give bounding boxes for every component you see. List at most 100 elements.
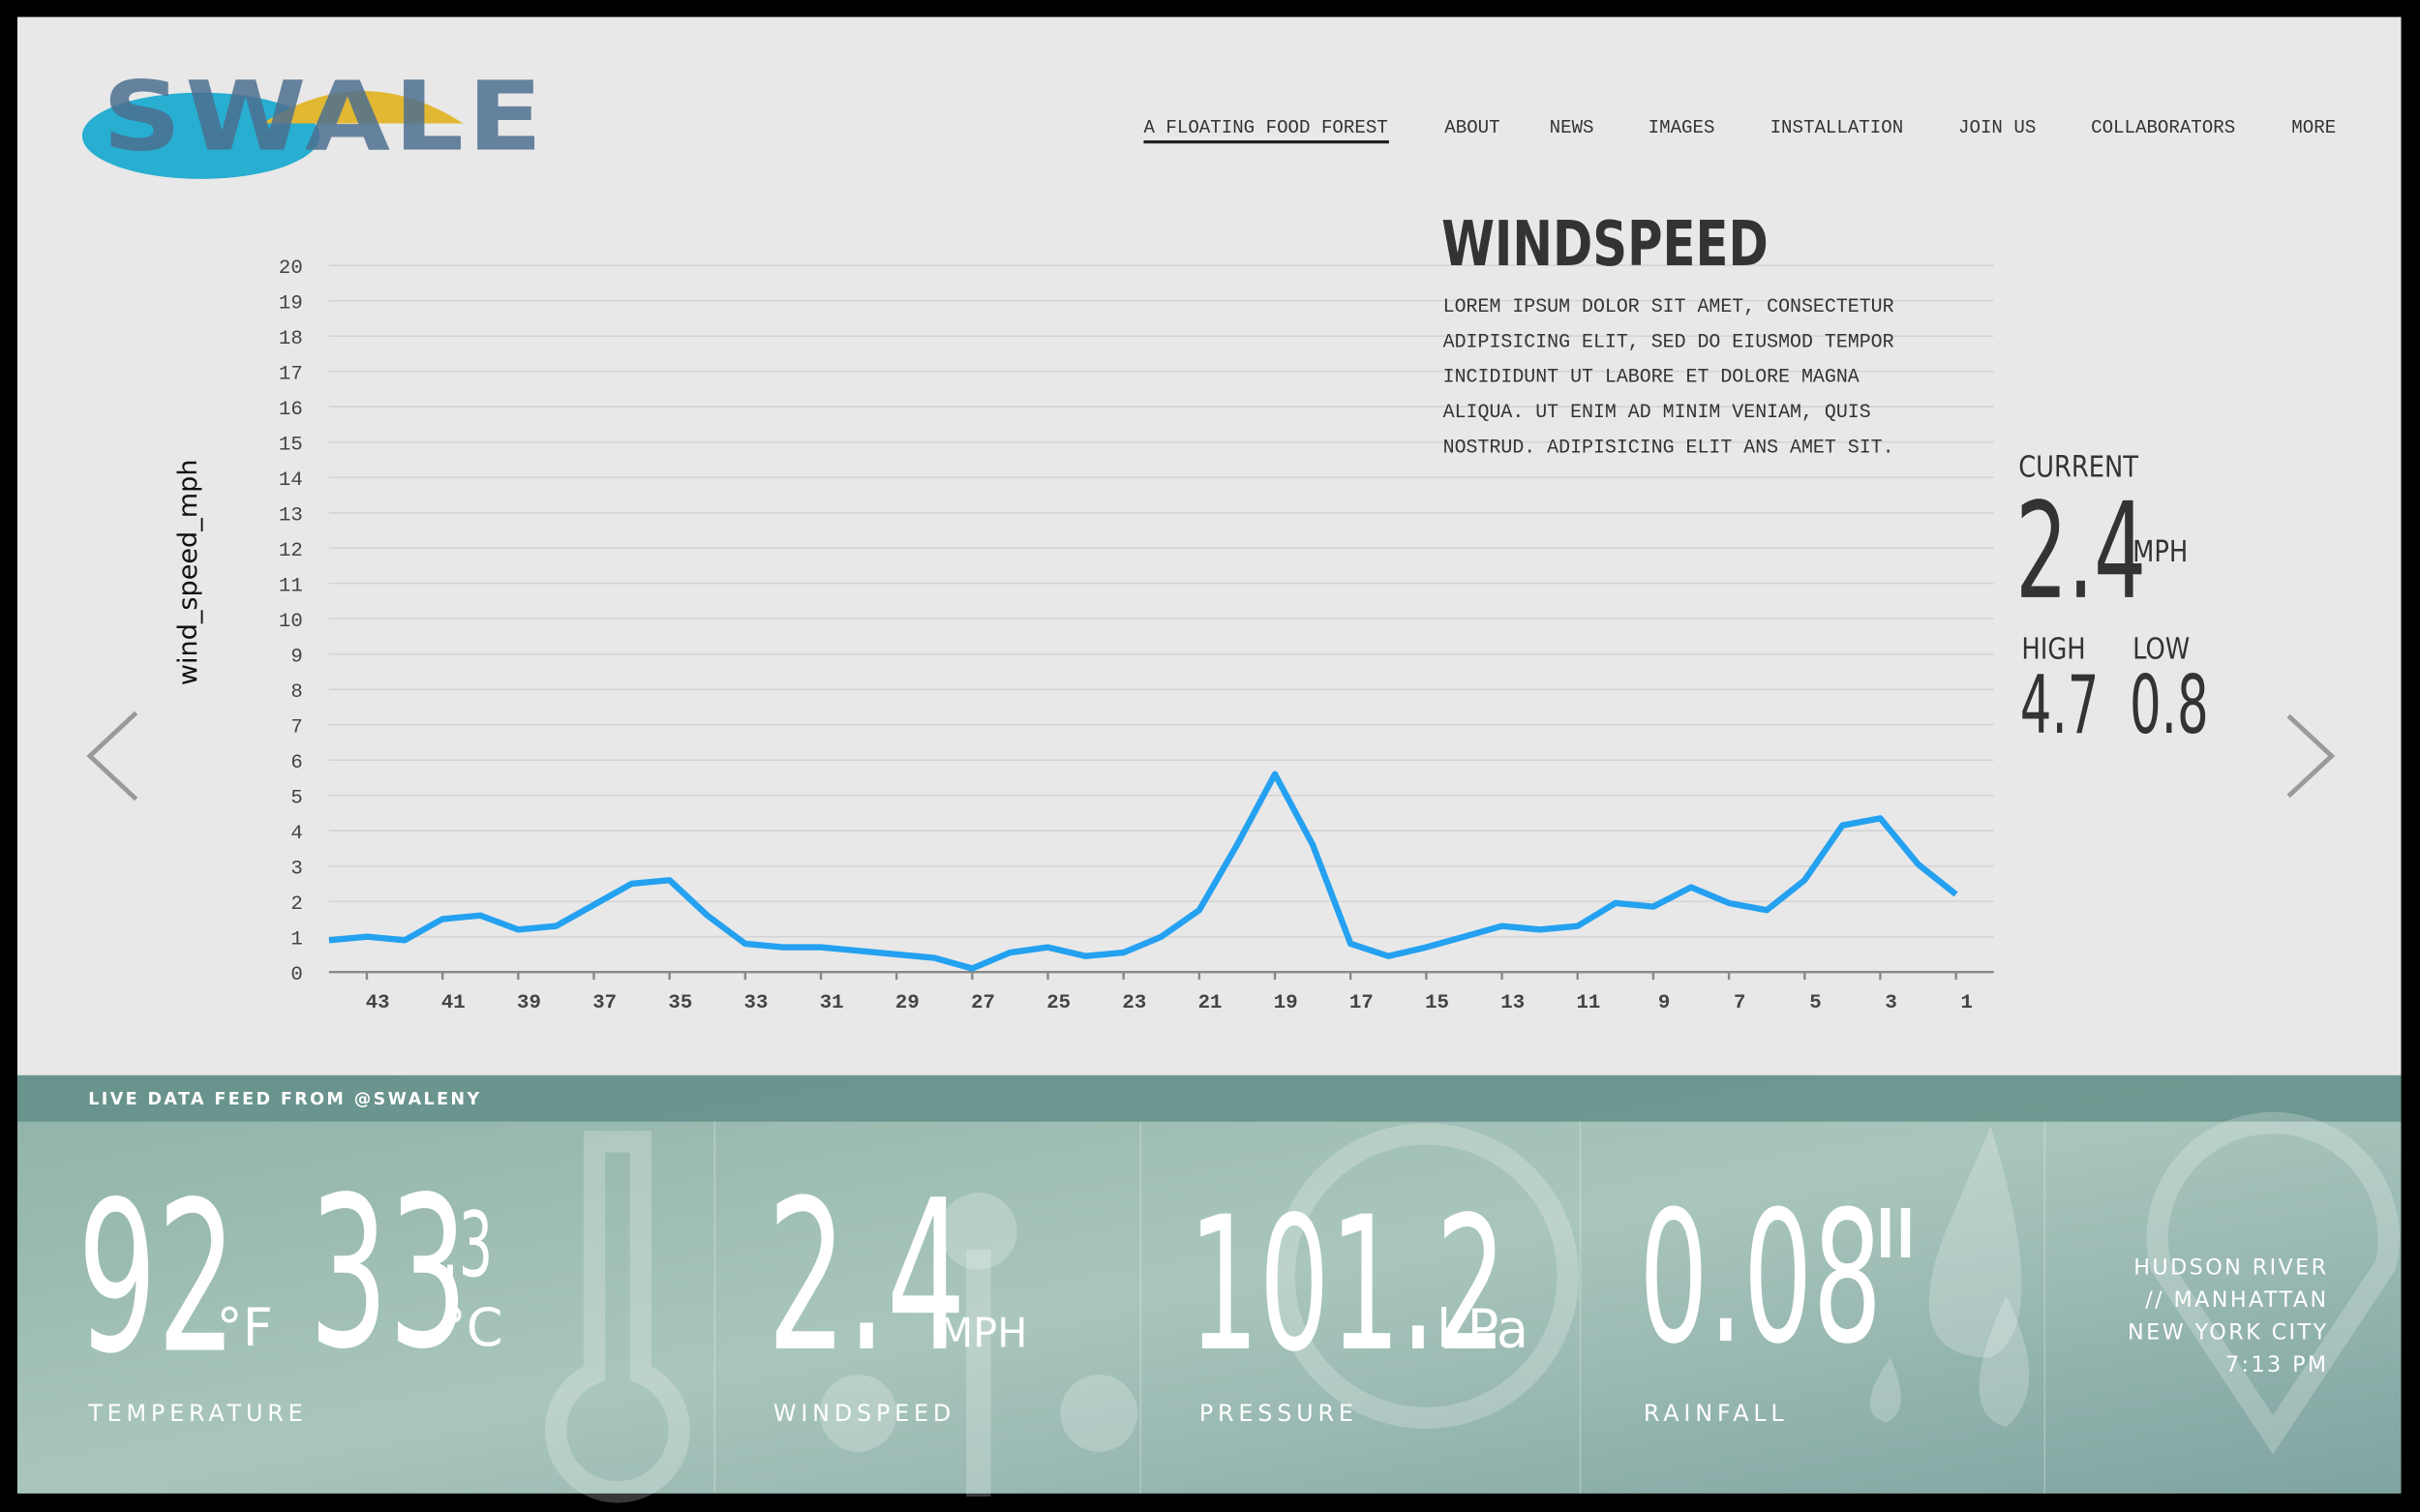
y-tick-label: 5 [290,788,302,810]
x-tick-label: 43 [366,992,390,1014]
x-tick-label: 37 [592,992,617,1014]
location-line: NEW YORK CITY [2128,1319,2329,1345]
info-body-line: ALIQUA. UT ENIM AD MINIM VENIAM, QUIS [1443,401,1871,423]
y-tick-label: 16 [279,399,303,421]
high-value: 4.7 [2020,659,2100,752]
y-tick-label: 4 [290,823,302,845]
y-tick-label: 0 [290,964,302,986]
low-label: LOW [2133,632,2190,667]
info-body-line: NOSTRUD. ADIPISICING ELIT ANS AMET SIT. [1443,436,1894,458]
location-line: // MANHATTAN [2145,1287,2328,1313]
current-label: CURRENT [2018,449,2139,484]
drop-icon-tiny [1869,1357,1901,1423]
x-tick-label: 23 [1122,992,1146,1014]
wind-value: 2.4 [768,1155,966,1398]
nav-link[interactable]: IMAGES [1649,117,1715,138]
temp-label: TEMPERATURE [87,1400,307,1427]
y-tick-label: 15 [279,435,303,457]
nav-link[interactable]: INSTALLATION [1770,117,1904,138]
wind-icon-left [819,1375,897,1452]
y-tick-label: 17 [279,364,303,386]
x-tick-label: 7 [1734,992,1745,1014]
nav-link[interactable]: NEWS [1550,117,1594,138]
y-tick-label: 20 [279,257,303,280]
nav-link[interactable]: ABOUT [1444,117,1499,138]
y-tick-label: 9 [290,647,302,669]
x-tick-label: 29 [895,992,920,1014]
y-tick-label: 2 [290,893,302,916]
wind-icon-right [1060,1375,1138,1452]
pin-icon [2146,1111,2400,1455]
info-body-line: ADIPISICING ELIT, SED DO EIUSMOD TEMPOR [1443,330,1894,352]
feed-strip [16,1074,2402,1122]
y-tick-label: 12 [279,540,303,562]
current-value: 2.4 [2015,473,2146,628]
x-tick-label: 25 [1046,992,1071,1014]
wind-label: WINDSPEED [773,1400,955,1427]
y-tick-label: 1 [290,929,302,952]
logo-water [81,92,320,179]
x-tick-label: 19 [1274,992,1298,1014]
y-tick-label: 3 [290,859,302,881]
x-tick-label: 15 [1425,992,1449,1014]
x-tick-label: 3 [1885,992,1896,1014]
temp-f-unit: °F [217,1297,273,1358]
x-tick-label: 33 [744,992,769,1014]
nav-link[interactable]: JOIN US [1958,117,2036,138]
location-line: HUDSON RIVER [2133,1255,2328,1281]
pressure-label: PRESSURE [1199,1400,1358,1427]
x-tick-label: 9 [1658,992,1670,1014]
y-tick-label: 13 [279,505,303,528]
gauge-icon [1273,1123,1579,1429]
prev-arrow[interactable] [86,711,138,801]
x-tick-label: 41 [441,992,466,1014]
feed-title: LIVE DATA FEED FROM @SWALENY [88,1090,481,1109]
x-tick-label: 35 [668,992,692,1014]
nav-link[interactable]: A FLOATING FOOD FOREST [1143,117,1387,138]
current-unit: MPH [2133,534,2188,569]
info-body-line: INCIDIDUNT UT LABORE ET DOLORE MAGNA [1443,366,1860,388]
x-tick-label: 1 [1961,992,1973,1014]
x-tick-label: 27 [971,992,995,1014]
low-value: 0.8 [2130,659,2209,752]
y-tick-label: 6 [290,752,302,774]
info-body-line: LOREM IPSUM DOLOR SIT AMET, CONSECTETUR [1443,295,1894,318]
logo [81,91,464,179]
x-tick-label: 13 [1500,992,1525,1014]
logo-sun [262,91,464,124]
x-tick-label: 21 [1198,992,1223,1014]
nav-link[interactable]: COLLABORATORS [2091,117,2235,138]
logo-text: SWALE [103,62,546,173]
x-tick-label: 17 [1349,992,1374,1014]
temp-c: 33 [309,1152,468,1395]
wind-unit: MPH [938,1310,1027,1356]
feed-panel [16,1074,2402,1494]
wind-icon-stem [966,1250,991,1497]
temp-f: 92 [77,1157,236,1400]
drop-icon [1928,1126,2022,1358]
y-tick-label: 10 [279,611,303,633]
nav-link[interactable]: MORE [2291,117,2336,138]
drop-icon-small [1979,1295,2030,1428]
temp-c-unit: °C [440,1297,503,1358]
y-axis-label: wind_speed_mph [173,460,203,686]
rainfall-label: RAINFALL [1644,1400,1789,1427]
x-tick-label: 39 [517,992,541,1014]
y-tick-label: 7 [290,717,302,740]
next-arrow[interactable] [2286,713,2336,799]
rainfall-value: 0.08 [1639,1171,1882,1383]
y-tick-label: 14 [279,469,303,492]
y-tick-label: 11 [279,576,303,598]
thermometer-icon [545,1131,690,1503]
pressure-value: 101.2 [1189,1178,1507,1393]
x-tick-label: 31 [820,992,844,1014]
location-line: 7:13 PM [2225,1352,2329,1377]
temp-c-decimal: .3 [441,1193,493,1297]
y-tick-label: 18 [279,328,303,350]
y-tick-label: 8 [290,681,302,704]
info-title: WINDSPEED [1441,209,1769,281]
x-tick-label: 5 [1809,992,1821,1014]
y-tick-label: 19 [279,293,303,316]
